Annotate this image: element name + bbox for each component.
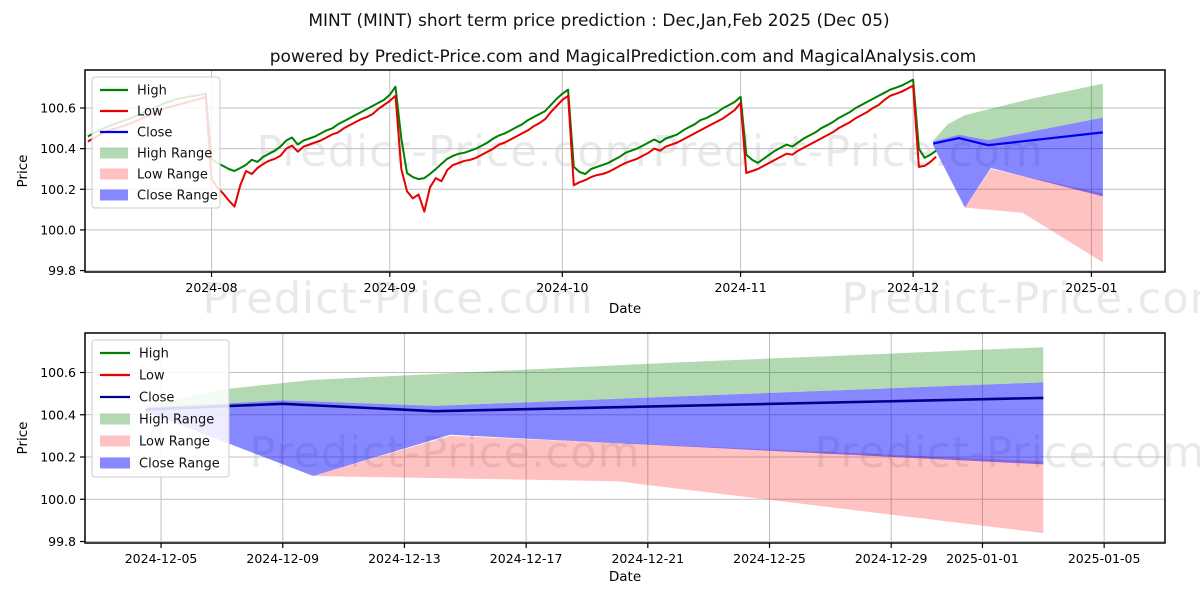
- close-range-band: [933, 117, 1103, 208]
- x-tick-label: 2024-09: [364, 280, 416, 295]
- legend-item-label: High Range: [139, 413, 214, 428]
- legend-item-label: Close Range: [139, 457, 220, 472]
- x-tick-label: 2024-12: [887, 280, 939, 295]
- legend-item-label: Low Range: [139, 435, 210, 450]
- legend-item-label: Close: [137, 126, 172, 141]
- high-range-band: [933, 83, 1103, 142]
- high-range-band: [145, 347, 1044, 408]
- legend-low-range-swatch: [100, 168, 128, 180]
- y-tick-label: 100.2: [40, 450, 76, 465]
- watermark-text: Predict-Price.com: [814, 428, 1200, 478]
- legend-close-range-swatch: [100, 189, 128, 201]
- low-range-band: [964, 169, 1103, 263]
- legend-item-label: High: [139, 347, 169, 362]
- y-tick-label: 100.0: [40, 222, 76, 237]
- powered-by-subtitle: powered by Predict-Price.com and Magical…: [270, 47, 977, 67]
- legend-item-label: High Range: [137, 147, 212, 162]
- legend-item-label: Low: [137, 105, 163, 120]
- price-history-chart: Predict-Price.com Predict-Price.comPredic…: [15, 69, 1200, 324]
- watermark-text: Predict-Price.com: [202, 274, 593, 324]
- legend-item-label: Close Range: [137, 189, 218, 204]
- x-axis-label: Date: [609, 301, 641, 317]
- y-tick-label: 100.0: [40, 492, 76, 507]
- watermark-text: Predict-Price.com: [256, 127, 647, 177]
- legend-low-range-swatch: [100, 435, 130, 447]
- x-tick-label: 2024-11: [714, 280, 766, 295]
- plot-border: [84, 332, 1166, 544]
- low-line: [87, 84, 937, 213]
- figure-title: MINT (MINT) short term price prediction …: [308, 11, 889, 31]
- watermark-text: Predict-Price.com: [249, 428, 640, 478]
- x-tick-label: 2025-01-05: [1068, 551, 1141, 566]
- watermark-text: Predict-Price.com: [841, 274, 1200, 324]
- x-tick-label: 2024-12-09: [246, 551, 319, 566]
- legend-item-label: Low: [139, 369, 165, 384]
- y-tick-label: 100.2: [40, 182, 76, 197]
- close-range-band: [145, 382, 1044, 476]
- legend-high-range-swatch: [100, 413, 130, 425]
- y-tick-label: 100.4: [40, 141, 76, 156]
- close-line: [932, 131, 1104, 147]
- y-tick-label: 100.6: [40, 101, 76, 116]
- prediction-zoom-chart: Predict-Price.com Predict-Price.com 2024-1…: [15, 332, 1200, 585]
- legend-close-range-swatch: [100, 457, 130, 469]
- plot-border: [84, 69, 1166, 273]
- y-tick-label: 99.8: [48, 534, 76, 549]
- legend: [91, 76, 221, 209]
- x-tick-label: 2024-12-05: [125, 551, 198, 566]
- x-tick-label: 2024-12-13: [368, 551, 441, 566]
- high-line: [87, 78, 937, 181]
- x-tick-label: 2024-10: [536, 280, 588, 295]
- y-axis-label: Price: [15, 155, 31, 188]
- legend-item-label: High: [137, 84, 167, 99]
- legend-item-label: Low Range: [137, 168, 208, 183]
- x-tick-label: 2024-12-17: [490, 551, 563, 566]
- x-tick-label: 2024-12-25: [733, 551, 806, 566]
- y-tick-label: 100.4: [40, 407, 76, 422]
- low-range-band: [313, 435, 1044, 534]
- x-axis-label: Date: [609, 569, 641, 585]
- x-tick-label: 2024-12-29: [855, 551, 928, 566]
- watermark-text: Predict-Price.com: [652, 127, 1043, 177]
- x-tick-label: 2024-12-21: [611, 551, 684, 566]
- legend-item-label: Close: [139, 391, 174, 406]
- legend-high-range-swatch: [100, 147, 128, 159]
- y-axis-label: Price: [15, 422, 31, 455]
- y-tick-label: 100.6: [40, 365, 76, 380]
- x-tick-label: 2025-01: [1065, 280, 1117, 295]
- y-tick-label: 99.8: [48, 263, 76, 278]
- x-tick-label: 2024-08: [185, 280, 237, 295]
- x-tick-label: 2025-01-01: [946, 551, 1019, 566]
